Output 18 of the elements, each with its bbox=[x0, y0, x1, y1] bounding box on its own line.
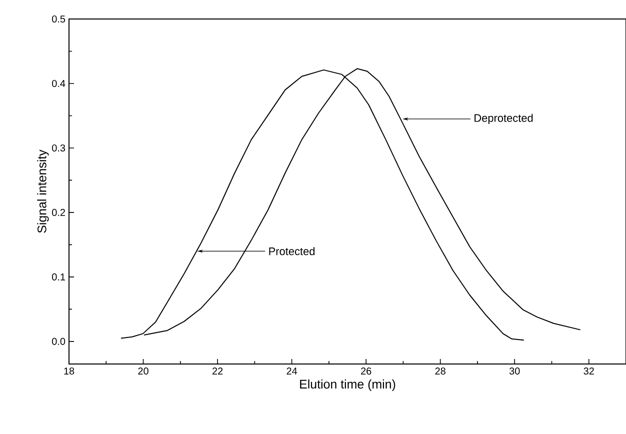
x-tick-label: 18 bbox=[64, 368, 74, 375]
x-tick-label: 22 bbox=[212, 368, 223, 374]
x-tick-label: 30 bbox=[509, 368, 520, 375]
x-tick-label: 26 bbox=[361, 368, 372, 375]
x-tick-label: 32 bbox=[584, 368, 594, 375]
y-tick-label: 0.4 bbox=[52, 80, 66, 88]
y-tick-label: 0.5 bbox=[52, 15, 66, 23]
x-axis-title: Elution time (min) bbox=[300, 379, 396, 392]
annotation: Deprotected bbox=[474, 114, 533, 124]
y-tick-label: 0.0 bbox=[52, 338, 66, 345]
x-tick-label: 28 bbox=[435, 368, 446, 375]
annotation: Protected bbox=[269, 247, 315, 256]
x-tick-label: 20 bbox=[138, 368, 148, 375]
y-tick-label: 0.3 bbox=[52, 144, 66, 152]
x-tick-label: 24 bbox=[286, 368, 298, 374]
y-tick-label: 0.2 bbox=[52, 208, 65, 216]
y-axis-title: Signal intensity bbox=[37, 150, 49, 233]
y-tick-label: 0.1 bbox=[52, 273, 65, 280]
